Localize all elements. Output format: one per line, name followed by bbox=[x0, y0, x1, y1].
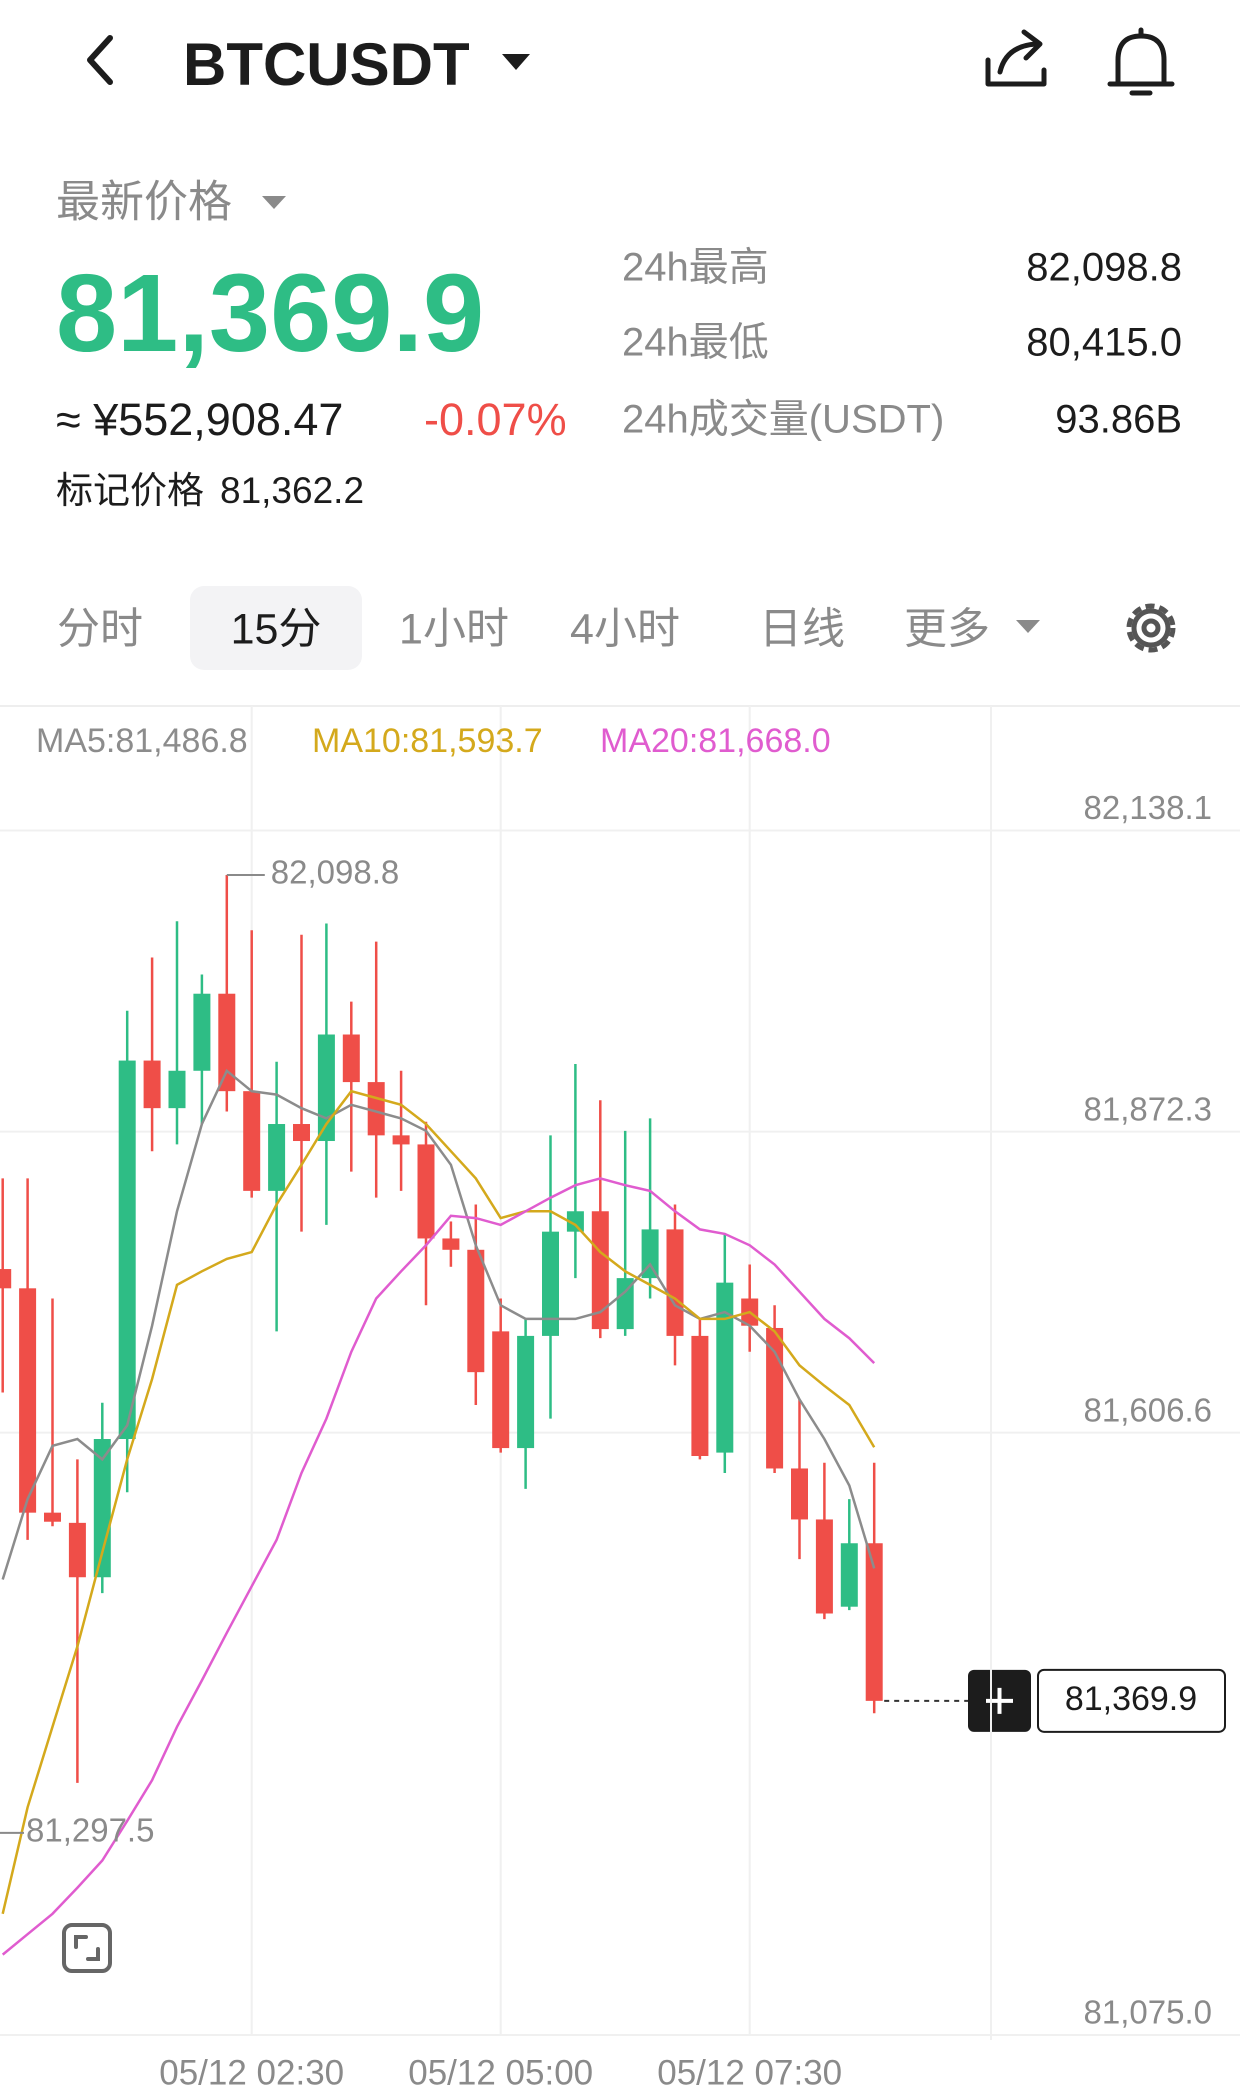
alert-button[interactable] bbox=[1107, 27, 1175, 96]
fullscreen-button[interactable] bbox=[62, 1923, 112, 1973]
candle-body bbox=[641, 1229, 659, 1279]
high-label: 82,098.8 bbox=[271, 854, 399, 891]
candle-body bbox=[0, 1269, 12, 1289]
ma-line bbox=[1, 1177, 876, 1956]
cny-price: ≈ ¥552,908.47 bbox=[56, 394, 343, 445]
interval-tab[interactable]: 分时 bbox=[57, 605, 143, 653]
mark-price-label: 标记价格 bbox=[56, 470, 204, 511]
ma-line bbox=[1, 1089, 876, 1915]
y-tick-label: 82,138.1 bbox=[1084, 789, 1212, 826]
last-price: 81,369.9 bbox=[56, 252, 484, 375]
ma-line bbox=[1, 1068, 876, 1580]
current-price-label: 81,369.9 bbox=[1065, 1680, 1197, 1718]
candle-body bbox=[293, 1124, 310, 1142]
candle-body bbox=[666, 1229, 684, 1336]
candle-body bbox=[417, 1144, 435, 1239]
active-tab-bg bbox=[190, 586, 362, 670]
mark-price: 81,362.2 bbox=[220, 470, 364, 511]
candle-body bbox=[865, 1543, 883, 1701]
interval-tab[interactable]: 4小时 bbox=[570, 605, 680, 653]
candle-body bbox=[168, 1070, 186, 1109]
x-tick-label: 05/12 05:00 bbox=[408, 2053, 593, 2092]
candle-body bbox=[616, 1278, 634, 1330]
more-dropdown bbox=[1016, 620, 1040, 633]
interval-tab[interactable]: 更多 bbox=[904, 605, 990, 653]
stat-value: 80,415.0 bbox=[1026, 321, 1182, 365]
price-type-dropdown[interactable] bbox=[262, 196, 286, 209]
candle-body bbox=[716, 1282, 734, 1453]
low-label: 81,297.5 bbox=[26, 1812, 154, 1849]
ma-legend: MA20:81,668.0 bbox=[600, 722, 831, 760]
candle-body bbox=[840, 1543, 858, 1607]
price-change: -0.07% bbox=[424, 394, 567, 445]
candle-body bbox=[118, 1060, 136, 1440]
candle-body bbox=[19, 1288, 37, 1513]
symbol-title[interactable]: BTCUSDT bbox=[183, 31, 470, 98]
price-type-label[interactable]: 最新价格 bbox=[56, 178, 232, 227]
candle-body bbox=[791, 1468, 808, 1520]
candle-body bbox=[766, 1327, 784, 1469]
candle-body bbox=[93, 1439, 111, 1578]
candle-body bbox=[591, 1211, 609, 1330]
ma-legend: MA10:81,593.7 bbox=[312, 722, 543, 760]
interval-tab[interactable]: 15分 bbox=[231, 605, 322, 653]
stat-label: 24h最高 bbox=[622, 246, 769, 290]
candle-body bbox=[517, 1335, 535, 1449]
candle-body bbox=[492, 1331, 510, 1449]
stat-value: 93.86B bbox=[1055, 398, 1182, 442]
interval-tab[interactable]: 日线 bbox=[759, 605, 845, 653]
ma-legend: MA5:81,486.8 bbox=[36, 722, 248, 760]
y-tick-label: 81,872.3 bbox=[1084, 1090, 1212, 1127]
candle-body bbox=[815, 1519, 833, 1614]
candle-body bbox=[218, 993, 236, 1092]
stat-label: 24h成交量(USDT) bbox=[622, 398, 944, 442]
candle-body bbox=[691, 1335, 709, 1457]
candle-body bbox=[367, 1082, 385, 1136]
interval-tabs: 分时 15分 1小时 4小时 日线 更多 bbox=[57, 586, 1040, 670]
x-tick-label: 05/12 02:30 bbox=[159, 2053, 344, 2092]
candle-body bbox=[243, 1091, 261, 1191]
candle-body bbox=[566, 1211, 584, 1232]
candle-body bbox=[342, 1034, 360, 1083]
settings-button[interactable] bbox=[1126, 603, 1176, 653]
candle-body bbox=[143, 1060, 161, 1109]
candle-body bbox=[68, 1522, 86, 1578]
current-price-box bbox=[1037, 1668, 1226, 1733]
interval-tab[interactable]: 1小时 bbox=[399, 605, 509, 653]
candle-body bbox=[467, 1249, 485, 1373]
back-button[interactable] bbox=[87, 35, 113, 85]
y-tick-label: 81,606.6 bbox=[1084, 1391, 1212, 1428]
y-tick-label: 81,075.0 bbox=[1084, 1994, 1212, 2031]
candle-body bbox=[542, 1231, 559, 1336]
stat-value: 82,098.8 bbox=[1026, 246, 1182, 290]
candle-body bbox=[193, 993, 211, 1071]
candle-body bbox=[44, 1512, 61, 1522]
kline-chart[interactable]: 82,138.1 81,872.3 81,606.6 81,075.0 05/12 02… bbox=[0, 706, 1240, 2092]
candle-body bbox=[317, 1034, 335, 1142]
plot-area bbox=[0, 874, 883, 1956]
symbol-dropdown[interactable] bbox=[502, 54, 530, 70]
candle-body bbox=[268, 1124, 286, 1191]
add-order-button[interactable] bbox=[968, 1669, 1031, 1732]
stat-label: 24h最低 bbox=[622, 321, 769, 365]
candle-body bbox=[442, 1238, 460, 1250]
x-tick-label: 05/12 07:30 bbox=[657, 2053, 842, 2092]
candle-body bbox=[392, 1135, 410, 1145]
share-button[interactable] bbox=[985, 29, 1047, 87]
